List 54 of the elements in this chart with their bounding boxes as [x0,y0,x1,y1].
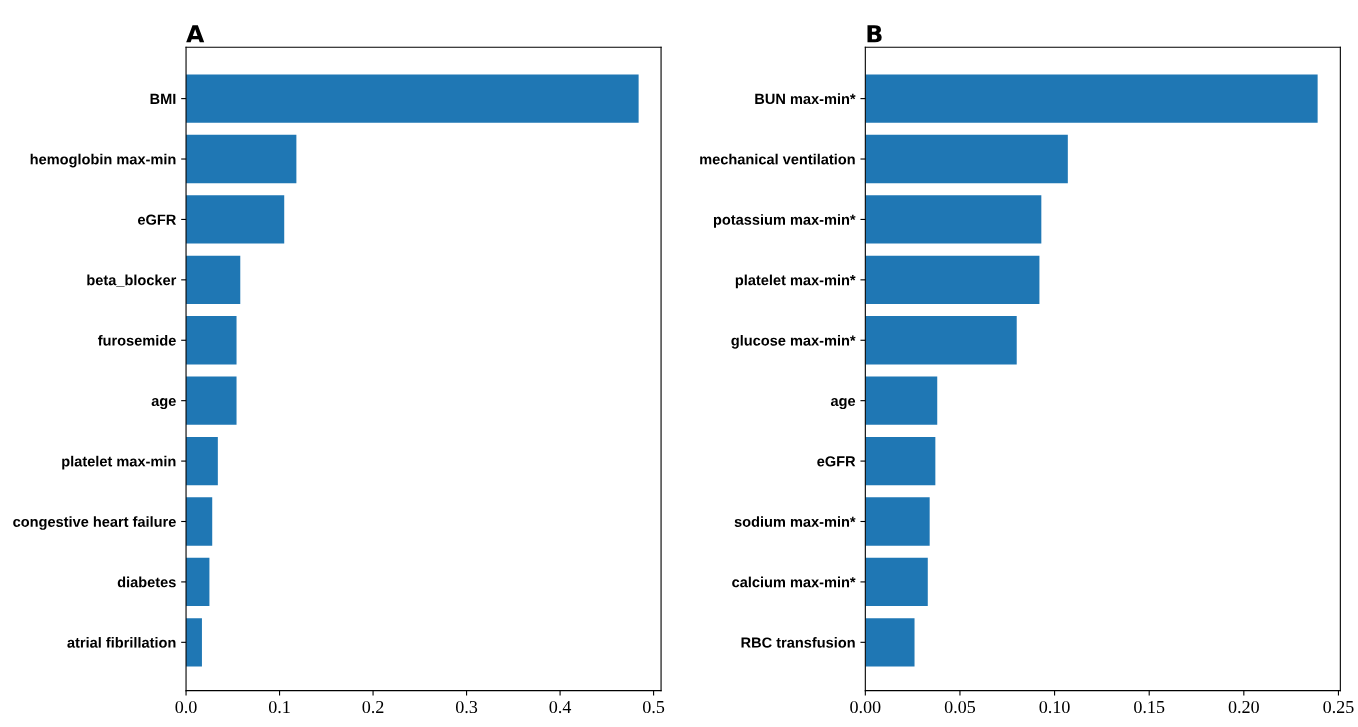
y-tick-label: furosemide [97,334,176,346]
x-tick-label: 0.5 [642,700,665,714]
bar [186,74,639,123]
y-tick-label: sodium max-min* [734,516,856,527]
bar [865,376,938,425]
y-tick-label: calcium max-min* [732,576,856,588]
y-tick-label: eGFR [817,456,856,467]
x-tick-label: 0.20 [1228,700,1259,714]
bar [186,316,237,365]
bar [186,497,213,546]
y-tick-label: age [830,398,856,410]
x-tick-label: 0.2 [362,700,384,714]
bar [186,134,297,184]
bar [865,134,1068,184]
bar [865,316,1017,365]
y-tick-label: congestive heart failure [13,516,176,530]
x-tick-label: 0.4 [549,700,572,714]
y-tick-label: atrial fibrillation [67,637,176,648]
y-tick-label: hemoglobin max-min [30,153,176,168]
y-tick-label: BMI [150,93,176,104]
y-tick-label: platelet max-min [62,455,176,470]
y-tick-label: BUN max-min* [755,93,856,105]
y-tick-label: beta_blocker [87,274,177,287]
bar [865,74,1318,123]
y-tick-label: age [151,398,176,410]
x-tick-label: 0.05 [944,700,976,714]
bar [186,195,285,244]
x-tick-label: 0.1 [268,700,290,714]
bar [186,376,237,425]
bar [186,618,202,667]
y-tick-label: platelet max-min* [735,274,856,289]
bar [865,195,1042,244]
bar [865,557,928,607]
bar [186,436,218,486]
y-tick-label: glucose max-min* [731,334,856,349]
y-tick-label: potassium max-min* [713,214,856,228]
y-tick-label: eGFR [138,214,177,225]
bar [865,436,936,486]
bar [865,255,1040,305]
bar [186,255,241,305]
chart-title: A [186,25,205,43]
chart-title: B [867,25,882,43]
x-tick-label: 0.00 [850,700,881,714]
x-tick-label: 0.3 [455,700,478,714]
y-tick-label: diabetes [117,576,176,588]
x-tick-label: 0.25 [1323,700,1354,714]
x-tick-label: 0.10 [1039,700,1070,714]
bar [865,618,915,667]
y-tick-label: mechanical ventilation [700,153,855,165]
y-tick-label: RBC transfusion [741,637,855,648]
x-tick-label: 0.0 [175,700,197,714]
bar [186,557,210,607]
x-tick-label: 0.15 [1134,700,1165,714]
bar [865,497,930,546]
